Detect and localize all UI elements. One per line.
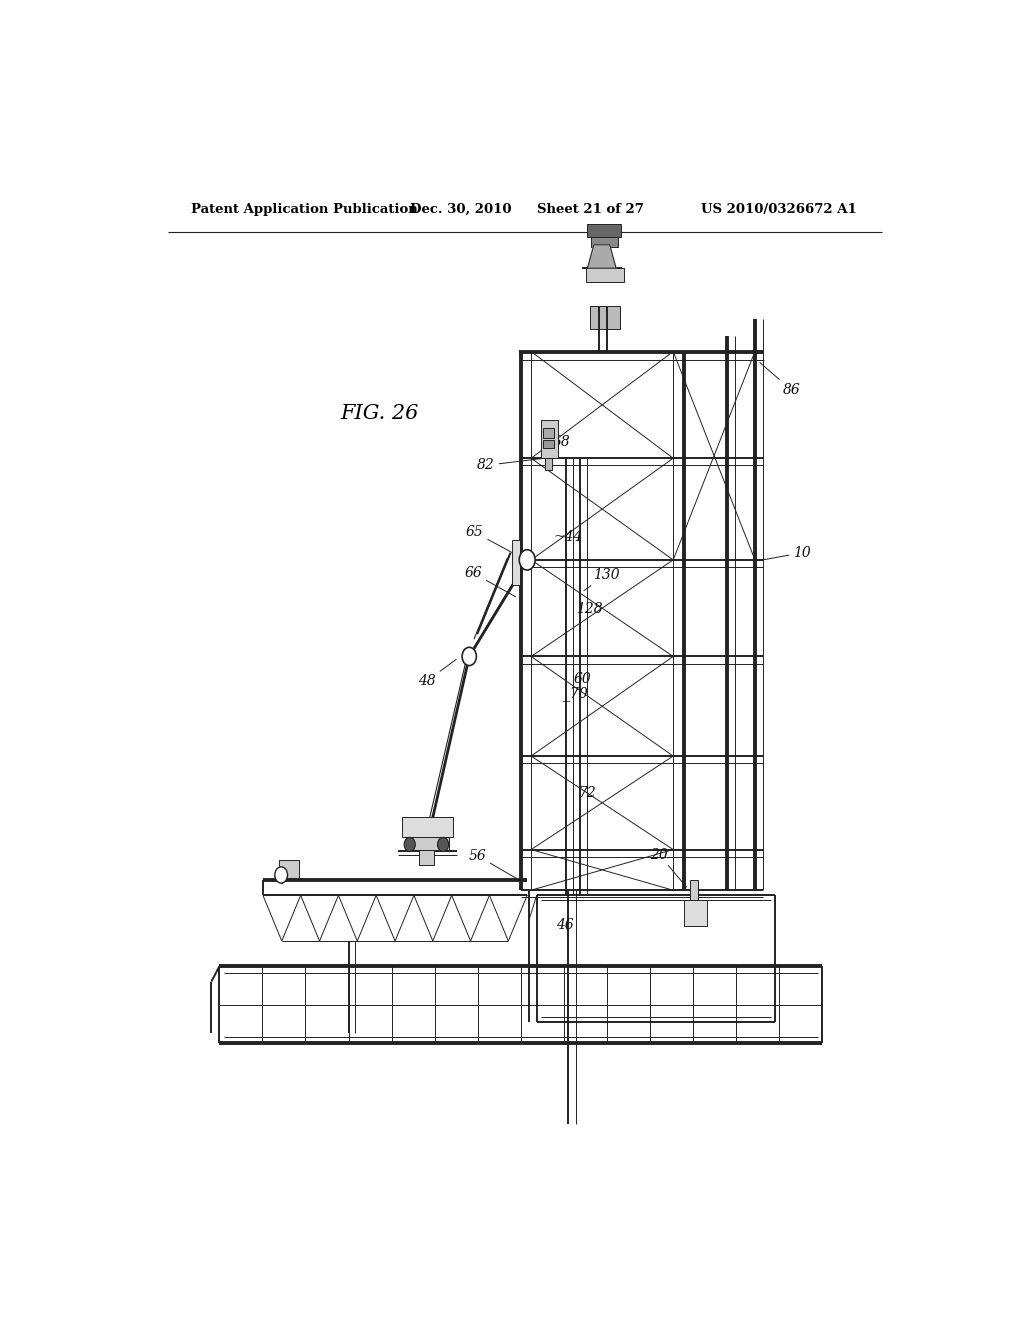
Circle shape bbox=[404, 837, 416, 851]
Circle shape bbox=[519, 549, 536, 570]
Bar bbox=[401, 817, 454, 837]
Bar bbox=[690, 880, 697, 900]
Bar bbox=[543, 440, 554, 447]
Text: 130: 130 bbox=[584, 568, 620, 590]
Bar bbox=[591, 235, 617, 247]
Bar bbox=[586, 268, 624, 282]
Circle shape bbox=[274, 867, 288, 883]
Text: 46: 46 bbox=[557, 917, 574, 932]
Text: 48: 48 bbox=[419, 659, 457, 688]
Text: 66: 66 bbox=[465, 566, 516, 597]
Text: FIG. 26: FIG. 26 bbox=[341, 404, 419, 424]
Text: Patent Application Publication: Patent Application Publication bbox=[191, 203, 418, 216]
Text: 128: 128 bbox=[577, 602, 603, 615]
Bar bbox=[590, 306, 620, 329]
Text: Sheet 21 of 27: Sheet 21 of 27 bbox=[538, 203, 644, 216]
Text: Dec. 30, 2010: Dec. 30, 2010 bbox=[410, 203, 511, 216]
Text: 22: 22 bbox=[282, 865, 300, 884]
Text: 60: 60 bbox=[573, 672, 591, 686]
Bar bbox=[684, 900, 708, 925]
Text: ~44: ~44 bbox=[553, 529, 583, 544]
Text: US 2010/0326672 A1: US 2010/0326672 A1 bbox=[701, 203, 857, 216]
Text: 86: 86 bbox=[760, 363, 801, 397]
Bar bbox=[543, 428, 554, 438]
Text: 20: 20 bbox=[650, 847, 686, 887]
Bar bbox=[541, 420, 558, 458]
Circle shape bbox=[437, 837, 449, 851]
Text: 72: 72 bbox=[578, 785, 596, 800]
Bar bbox=[546, 458, 552, 470]
Text: 56: 56 bbox=[468, 849, 518, 879]
Polygon shape bbox=[588, 244, 616, 268]
Text: 58: 58 bbox=[553, 436, 570, 449]
Bar bbox=[512, 540, 520, 585]
Circle shape bbox=[462, 647, 476, 665]
Bar bbox=[419, 850, 433, 865]
Text: _70: _70 bbox=[563, 686, 588, 701]
Bar bbox=[279, 859, 299, 878]
Bar bbox=[406, 837, 450, 850]
Bar bbox=[588, 224, 621, 236]
Text: 10: 10 bbox=[759, 545, 811, 561]
Text: 82: 82 bbox=[477, 458, 544, 473]
Text: 65: 65 bbox=[466, 525, 524, 560]
